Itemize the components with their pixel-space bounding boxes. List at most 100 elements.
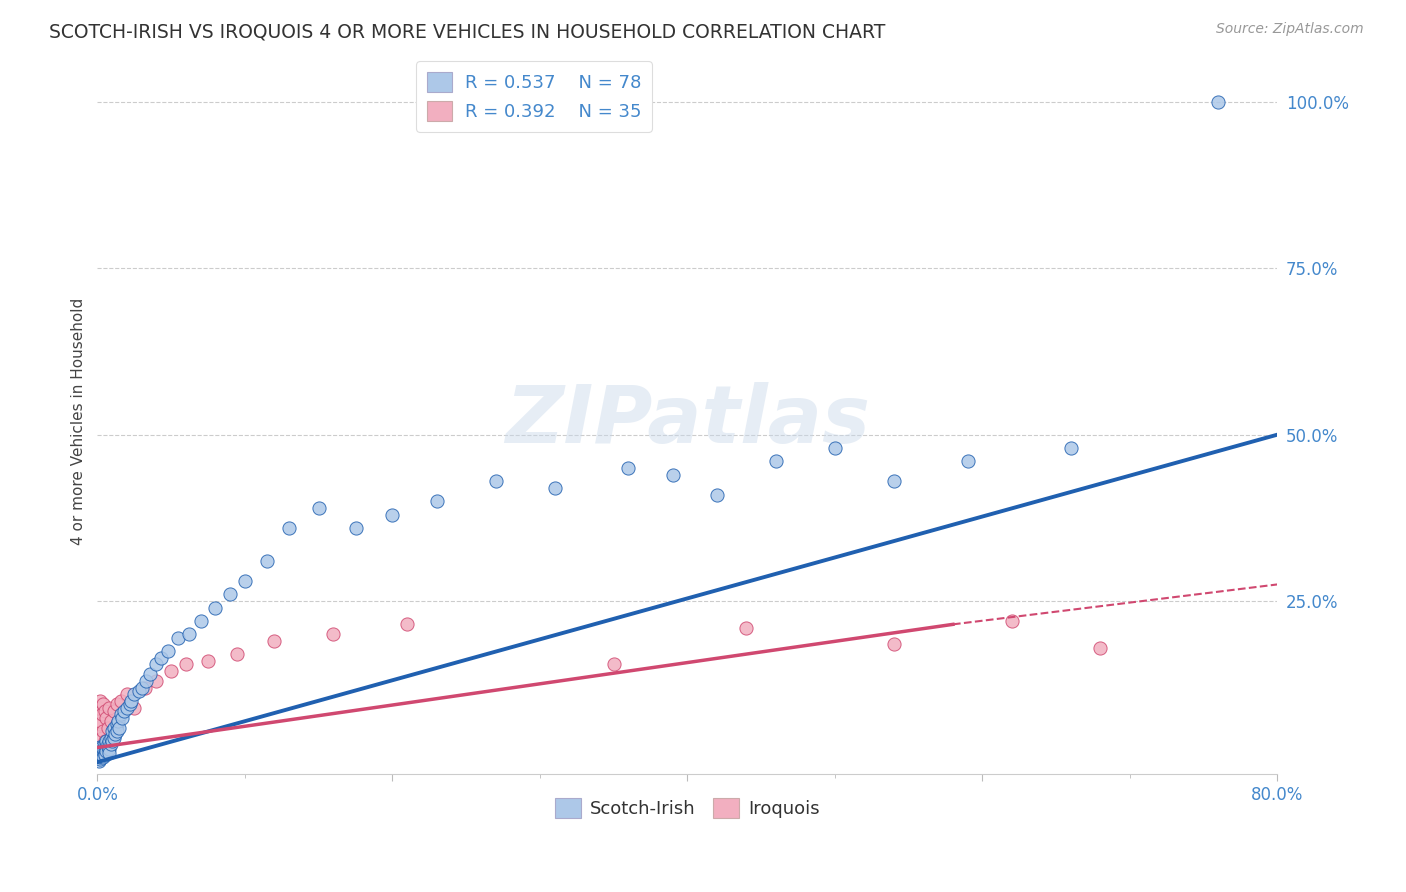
Point	[93, 748, 115, 763]
Point	[97, 721, 120, 735]
Point	[122, 687, 145, 701]
Point	[1208, 95, 1230, 109]
Point	[118, 697, 141, 711]
Point	[190, 614, 212, 628]
Point	[100, 731, 122, 745]
Point	[89, 744, 111, 758]
Point	[706, 487, 728, 501]
Point	[87, 750, 110, 764]
Point	[89, 694, 111, 708]
Point	[105, 697, 128, 711]
Point	[107, 714, 129, 728]
Point	[233, 574, 256, 588]
Point	[93, 737, 115, 751]
Point	[89, 746, 111, 760]
Point	[87, 747, 110, 761]
Point	[426, 494, 449, 508]
Text: SCOTCH-IRISH VS IROQUOIS 4 OR MORE VEHICLES IN HOUSEHOLD CORRELATION CHART: SCOTCH-IRISH VS IROQUOIS 4 OR MORE VEHIC…	[49, 22, 886, 41]
Point	[87, 744, 110, 758]
Point	[87, 747, 110, 761]
Point	[1001, 614, 1024, 628]
Legend: Scotch-Irish, Iroquois: Scotch-Irish, Iroquois	[548, 790, 827, 825]
Point	[89, 750, 111, 764]
Point	[122, 700, 145, 714]
Point	[135, 673, 157, 688]
Point	[103, 704, 125, 718]
Point	[96, 744, 118, 758]
Point	[177, 627, 200, 641]
Point	[115, 687, 138, 701]
Point	[91, 750, 114, 764]
Point	[90, 748, 112, 763]
Text: Source: ZipAtlas.com: Source: ZipAtlas.com	[1216, 22, 1364, 37]
Point	[89, 740, 111, 755]
Point	[1090, 640, 1112, 655]
Point	[89, 752, 111, 766]
Point	[134, 681, 156, 695]
Point	[87, 700, 110, 714]
Point	[91, 741, 114, 756]
Point	[87, 748, 110, 763]
Point	[145, 657, 167, 672]
Point	[120, 694, 142, 708]
Point	[765, 454, 787, 468]
Point	[131, 681, 153, 695]
Point	[111, 710, 134, 724]
Point	[617, 461, 640, 475]
Point	[100, 714, 122, 728]
Point	[105, 717, 128, 731]
Point	[93, 744, 115, 758]
Point	[91, 723, 114, 738]
Point	[110, 707, 132, 722]
Point	[89, 740, 111, 755]
Point	[90, 707, 112, 722]
Point	[104, 727, 127, 741]
Point	[101, 723, 124, 738]
Y-axis label: 4 or more Vehicles in Household: 4 or more Vehicles in Household	[72, 298, 86, 545]
Point	[96, 734, 118, 748]
Point	[883, 637, 905, 651]
Point	[824, 441, 846, 455]
Point	[167, 631, 190, 645]
Point	[103, 721, 125, 735]
Point	[97, 737, 120, 751]
Point	[87, 717, 110, 731]
Point	[96, 740, 118, 755]
Point	[883, 474, 905, 488]
Point	[344, 521, 367, 535]
Point	[98, 746, 121, 760]
Point	[90, 744, 112, 758]
Point	[543, 481, 565, 495]
Point	[97, 740, 120, 755]
Point	[381, 508, 404, 522]
Text: ZIPatlas: ZIPatlas	[505, 383, 870, 460]
Point	[93, 704, 115, 718]
Point	[219, 587, 242, 601]
Point	[956, 454, 979, 468]
Point	[112, 704, 135, 718]
Point	[278, 521, 301, 535]
Point	[90, 740, 112, 755]
Point	[91, 697, 114, 711]
Point	[139, 667, 162, 681]
Point	[197, 654, 219, 668]
Point	[174, 657, 197, 672]
Point	[96, 710, 118, 724]
Point	[157, 644, 180, 658]
Point	[89, 748, 111, 763]
Point	[226, 648, 249, 662]
Point	[91, 746, 114, 760]
Point	[89, 714, 111, 728]
Point	[100, 737, 122, 751]
Point	[485, 474, 508, 488]
Point	[103, 731, 125, 745]
Point	[110, 694, 132, 708]
Point	[87, 754, 110, 768]
Point	[602, 657, 624, 672]
Point	[396, 617, 419, 632]
Point	[308, 500, 330, 515]
Point	[90, 747, 112, 761]
Point	[115, 700, 138, 714]
Point	[322, 627, 344, 641]
Point	[101, 734, 124, 748]
